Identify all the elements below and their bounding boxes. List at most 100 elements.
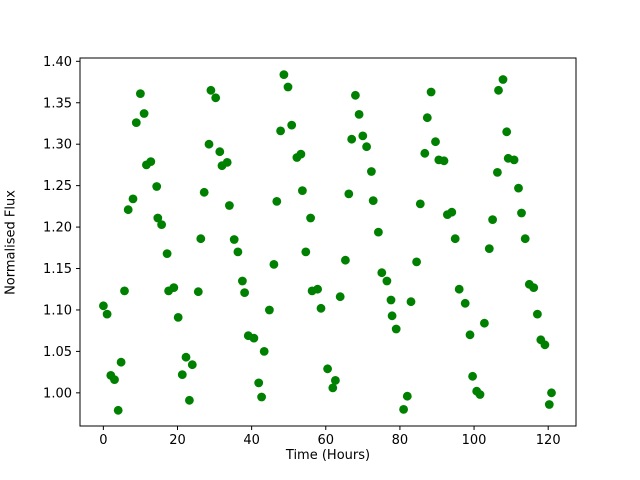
data-point [520, 234, 530, 244]
data-point [265, 305, 274, 315]
data-point [187, 360, 197, 370]
data-point [313, 284, 322, 294]
x-axis-label: Time (Hours) [285, 448, 371, 463]
x-tick-label: 100 [462, 433, 487, 448]
data-point [431, 137, 440, 147]
data-point [177, 370, 187, 379]
y-tick-label: 1.25 [43, 179, 72, 194]
data-point [283, 82, 293, 92]
data-point [113, 405, 123, 415]
data-point [517, 208, 526, 218]
data-point [422, 113, 432, 123]
x-tick-label: 40 [243, 433, 260, 448]
data-point [279, 70, 289, 79]
data-point [99, 301, 108, 311]
data-point [199, 187, 209, 197]
data-point [128, 194, 138, 204]
data-point [257, 392, 266, 402]
plot-border [79, 57, 577, 427]
data-point [276, 126, 285, 136]
data-point [169, 283, 179, 292]
data-point [272, 197, 282, 206]
data-point [386, 295, 396, 305]
data-point [287, 120, 297, 130]
data-point [547, 388, 556, 398]
data-point [347, 134, 357, 144]
data-point [358, 131, 368, 141]
data-point [367, 167, 376, 176]
data-point [316, 303, 326, 313]
data-point [368, 196, 378, 206]
data-point [488, 215, 497, 225]
data-point [123, 205, 133, 215]
data-point [173, 313, 183, 322]
y-tick-label: 1.00 [43, 386, 72, 401]
data-point [323, 364, 332, 374]
data-point [498, 75, 508, 84]
data-point [229, 235, 239, 244]
data-point [211, 93, 221, 103]
data-point [377, 268, 387, 278]
y-tick-label: 1.05 [43, 345, 72, 360]
data-point [533, 309, 542, 319]
data-point [196, 234, 206, 244]
data-point [426, 87, 436, 97]
data-point [153, 213, 163, 223]
data-point [193, 287, 203, 297]
data-point [331, 376, 340, 385]
data-point [344, 189, 354, 199]
data-point [222, 158, 232, 167]
y-tick-label: 1.10 [43, 303, 72, 318]
data-point [493, 168, 502, 177]
x-tick-label: 20 [169, 433, 186, 448]
data-point [249, 333, 259, 343]
data-point [402, 391, 412, 401]
x-tick-label: 60 [318, 433, 335, 448]
data-point [502, 127, 512, 137]
data-point [215, 147, 225, 157]
data-point [387, 311, 397, 321]
data-point [480, 318, 489, 328]
data-point [139, 109, 149, 118]
data-point [450, 234, 460, 244]
data-point [391, 324, 401, 334]
y-tick-label: 1.15 [43, 262, 72, 277]
x-tick-label: 80 [392, 433, 409, 448]
data-point [420, 148, 430, 158]
x-tick-label: 0 [99, 433, 107, 448]
data-point [233, 247, 243, 257]
data-point [298, 186, 307, 196]
data-point [206, 85, 216, 95]
data-point [484, 244, 494, 254]
data-point [514, 183, 523, 193]
data-point [399, 405, 408, 414]
data-point [540, 340, 550, 350]
data-point [185, 395, 194, 405]
data-point [465, 330, 475, 340]
data-point [439, 156, 449, 166]
x-tick-label: 120 [536, 433, 561, 448]
data-point [238, 276, 247, 286]
data-point [412, 257, 421, 267]
data-point [341, 255, 350, 265]
data-point [509, 155, 519, 165]
data-point [301, 247, 311, 257]
y-axis-label: Normalised Flux [3, 190, 19, 295]
data-point [415, 199, 425, 209]
data-point [468, 371, 477, 381]
data-point [354, 110, 364, 119]
data-point [254, 378, 264, 388]
data-point [454, 284, 464, 294]
data-point [460, 298, 470, 308]
data-point [447, 207, 457, 217]
data-point [102, 309, 112, 319]
data-point [296, 149, 306, 159]
data-point [131, 118, 141, 127]
data-point [240, 288, 250, 297]
data-point [351, 90, 360, 100]
data-point [181, 352, 191, 362]
data-point [110, 375, 119, 384]
data-point [328, 383, 338, 393]
